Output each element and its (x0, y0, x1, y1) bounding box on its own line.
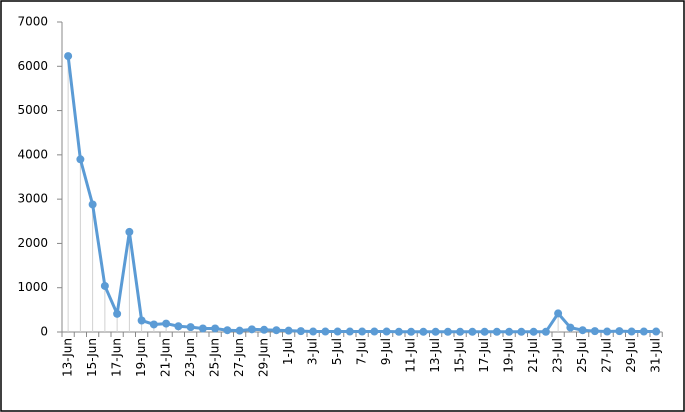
y-tick-label: 3000 (17, 192, 48, 206)
data-point (492, 327, 501, 336)
x-tick-label: 19-Jul (502, 338, 516, 373)
x-tick-label: 9-Jul (379, 338, 393, 365)
x-tick-label: 17-Jun (110, 338, 124, 377)
data-point (260, 325, 269, 334)
x-tick-label: 13-Jun (61, 338, 75, 377)
y-tick-label: 5000 (17, 103, 48, 117)
data-point (309, 327, 318, 336)
y-tick-label: 0 (40, 325, 48, 339)
x-tick-label: 27-Jul (600, 338, 614, 373)
y-tick-label: 2000 (17, 236, 48, 250)
y-tick-label: 6000 (17, 59, 48, 73)
x-tick-label: 29-Jun (257, 338, 271, 377)
x-tick-label: 21-Jul (526, 338, 540, 373)
data-point (541, 327, 550, 336)
data-point (627, 327, 636, 336)
data-point (100, 281, 109, 290)
x-tick-label: 25-Jun (208, 338, 222, 377)
x-tick-label: 15-Jul (453, 338, 467, 373)
data-point (223, 326, 232, 335)
x-tick-label: 7-Jul (355, 338, 369, 365)
data-point (125, 227, 134, 236)
x-tick-label: 21-Jun (159, 338, 173, 377)
data-point (468, 327, 477, 336)
data-point (431, 327, 440, 336)
data-point (529, 327, 538, 336)
data-point (652, 327, 661, 336)
data-point (639, 327, 648, 336)
x-tick-label: 29-Jul (624, 338, 638, 373)
x-tick-label: 5-Jul (330, 338, 344, 365)
data-point (370, 327, 379, 336)
data-point (296, 327, 305, 336)
y-tick-label: 7000 (17, 15, 48, 29)
data-point (566, 323, 575, 332)
data-point (137, 316, 146, 325)
data-point (456, 327, 465, 336)
data-point (284, 326, 293, 335)
x-tick-label: 19-Jun (134, 338, 148, 377)
data-point (578, 326, 587, 335)
x-tick-label: 13-Jul (428, 338, 442, 373)
data-point (358, 327, 367, 336)
data-point (443, 327, 452, 336)
data-point (235, 326, 244, 335)
data-point (113, 309, 122, 318)
data-point (333, 327, 342, 336)
x-tick-label: 27-Jun (232, 338, 246, 377)
data-point (162, 319, 171, 328)
data-point (186, 323, 195, 332)
data-point (76, 155, 85, 164)
x-tick-label: 11-Jul (404, 338, 418, 373)
x-tick-label: 15-Jun (85, 338, 99, 377)
data-point (174, 322, 183, 331)
x-tick-label: 25-Jul (575, 338, 589, 373)
data-point (407, 327, 416, 336)
data-point (590, 327, 599, 336)
data-point (64, 52, 73, 61)
data-point (88, 200, 97, 209)
data-point (505, 327, 514, 336)
y-tick-label: 1000 (17, 280, 48, 294)
data-point (149, 320, 158, 329)
x-tick-label: 3-Jul (306, 338, 320, 365)
data-point (517, 327, 526, 336)
data-point (419, 327, 428, 336)
y-tick-label: 4000 (17, 147, 48, 161)
data-point (198, 324, 207, 333)
data-point (345, 327, 354, 336)
data-point (247, 325, 256, 334)
x-tick-label: 1-Jul (281, 338, 295, 365)
x-tick-label: 23-Jul (551, 338, 565, 373)
data-point (480, 327, 489, 336)
x-tick-label: 23-Jun (183, 338, 197, 377)
data-point (615, 327, 624, 336)
data-point (382, 327, 391, 336)
data-point (272, 326, 281, 335)
x-tick-label: 31-Jul (649, 338, 663, 373)
data-point (211, 324, 220, 333)
data-point (394, 327, 403, 336)
data-point (603, 327, 612, 336)
data-point (321, 327, 330, 336)
data-point (554, 309, 563, 318)
x-tick-label: 17-Jul (477, 338, 491, 373)
